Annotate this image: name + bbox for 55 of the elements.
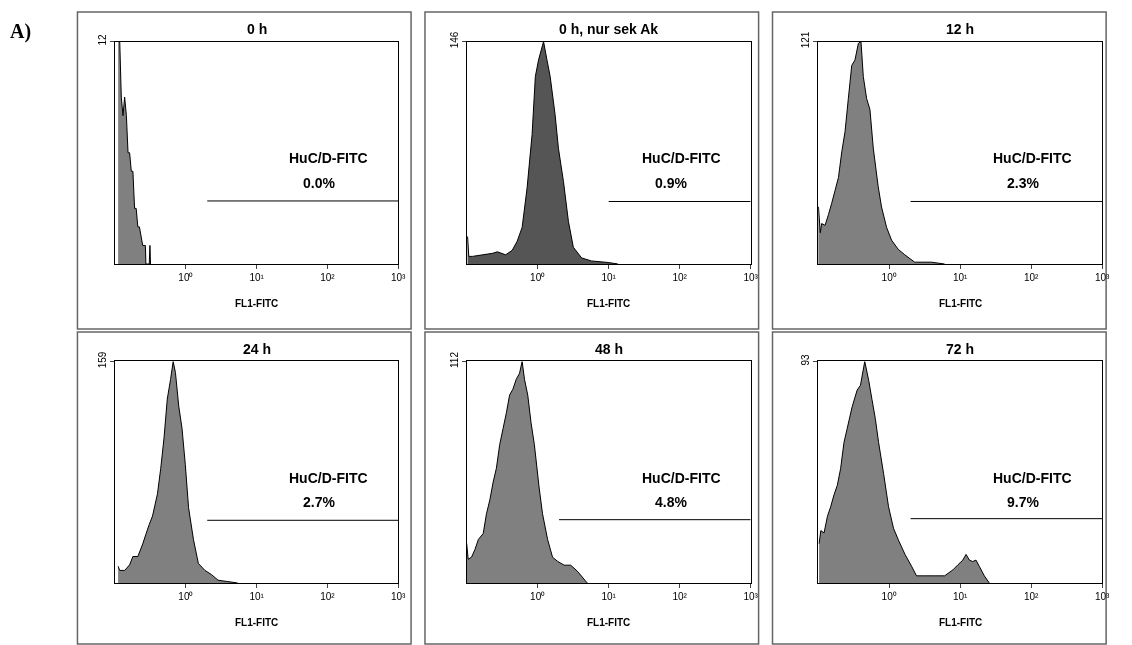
x-tick-label: 10³: [390, 590, 407, 602]
annotation: HuC/D-FITC: [993, 470, 1072, 486]
x-tick-label: 10¹: [249, 590, 265, 602]
annotation: HuC/D-FITC: [289, 470, 368, 486]
x-tick-label: 10⁰: [881, 590, 897, 602]
annotation: 9.7%: [1007, 494, 1040, 510]
annotation: 0.0%: [303, 175, 336, 191]
x-tick-label: 10⁰: [530, 590, 546, 602]
x-tick-label: 10³: [1094, 590, 1111, 602]
x-axis-title: FL1-FITC: [939, 298, 983, 309]
x-axis-title: FL1-FITC: [939, 617, 983, 628]
x-tick-label: 10³: [743, 272, 759, 283]
chart-title: 12 h: [946, 21, 975, 37]
annotation: 2.7%: [303, 494, 336, 510]
x-tick-label: 10¹: [952, 590, 969, 602]
x-tick-label: 10²: [1023, 590, 1040, 602]
x-tick-label: 10³: [1094, 272, 1111, 283]
annotation: HuC/D-FITC: [642, 150, 721, 166]
x-tick-label: 10²: [672, 272, 688, 283]
x-tick-label: 10¹: [601, 272, 617, 283]
x-tick-label: 10⁰: [178, 272, 194, 283]
x-axis-title: FL1-FITC: [587, 298, 631, 309]
x-tick-label: 10⁰: [530, 272, 546, 283]
x-axis-title: FL1-FITC: [235, 298, 279, 309]
chart-title: 72 h: [946, 341, 975, 357]
x-tick-label: 10³: [743, 590, 759, 602]
text: A): [10, 20, 32, 43]
y-tick-label: 112: [448, 351, 460, 368]
x-axis-title: FL1-FITC: [587, 617, 631, 628]
x-tick-label: 10⁰: [178, 590, 194, 602]
y-tick-label: 146: [448, 31, 460, 49]
y-tick-label: 12: [97, 34, 109, 46]
x-tick-label: 10³: [390, 272, 407, 283]
y-tick-label: 159: [97, 351, 109, 369]
x-axis-title: FL1-FITC: [235, 617, 279, 628]
x-tick-label: 10¹: [952, 272, 969, 283]
annotation: HuC/D-FITC: [993, 150, 1072, 166]
x-tick-label: 10¹: [249, 272, 265, 283]
y-tick-label: 121: [800, 31, 812, 49]
x-tick-label: 10²: [1023, 272, 1040, 283]
annotation: HuC/D-FITC: [289, 150, 368, 166]
chart-title: 0 h, nur sek Ak: [559, 21, 659, 37]
x-tick-label: 10²: [320, 590, 336, 602]
annotation: HuC/D-FITC: [642, 470, 721, 486]
annotation: 2.3%: [1007, 175, 1040, 191]
chart-title: 48 h: [595, 341, 624, 357]
annotation: 4.8%: [655, 494, 688, 510]
chart-title: 24 h: [243, 341, 272, 357]
x-tick-label: 10⁰: [881, 272, 897, 283]
x-tick-label: 10¹: [601, 590, 617, 602]
x-tick-label: 10²: [672, 590, 688, 602]
chart-title: 0 h: [247, 21, 268, 37]
annotation: 0.9%: [655, 175, 688, 191]
x-tick-label: 10²: [320, 272, 336, 283]
y-tick-label: 93: [800, 353, 812, 366]
